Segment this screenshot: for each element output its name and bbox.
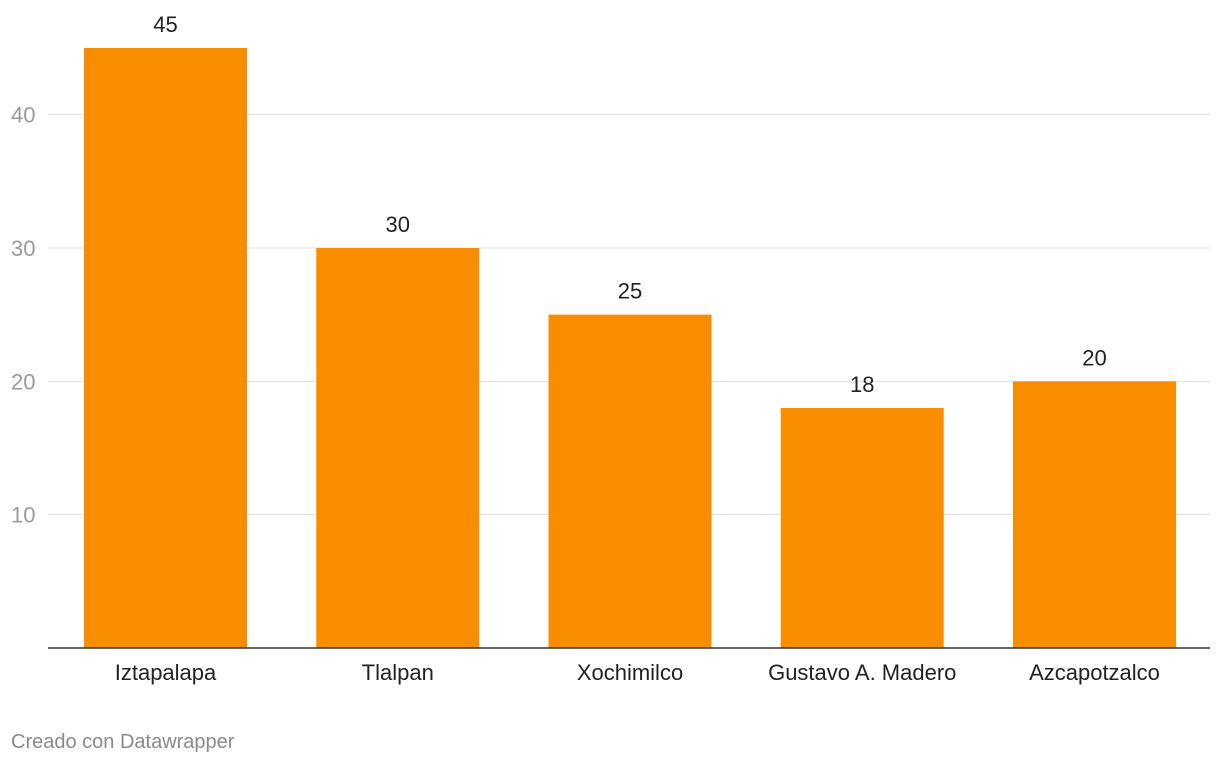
y-tick-label: 30: [11, 236, 35, 261]
x-category-label: Iztapalapa: [115, 660, 217, 685]
datawrapper-credit: Creado con Datawrapper: [11, 731, 235, 753]
bar-value-label: 45: [153, 12, 177, 37]
bar-value-label: 25: [618, 279, 642, 304]
bar-value-label: 18: [850, 372, 874, 397]
bar: [548, 314, 712, 648]
x-category-label: Tlalpan: [362, 660, 434, 685]
x-category-label: Gustavo A. Madero: [768, 660, 956, 685]
bar: [1013, 381, 1176, 648]
bar: [316, 248, 480, 648]
y-tick-label: 20: [11, 369, 35, 394]
bar: [780, 408, 944, 648]
y-tick-label: 10: [11, 503, 35, 528]
bars: [84, 48, 1176, 648]
x-category-label: Xochimilco: [577, 660, 683, 685]
bar: [84, 48, 247, 648]
bar-value-label: 30: [386, 212, 410, 237]
labels: 10 20 30 40 45 Iztapalapa 30 Tlalpan 25 Xochimilc…: [11, 12, 1160, 685]
bar-value-label: 20: [1082, 345, 1106, 370]
y-tick-label: 40: [11, 103, 35, 128]
x-category-label: Azcapotzalco: [1029, 660, 1160, 685]
